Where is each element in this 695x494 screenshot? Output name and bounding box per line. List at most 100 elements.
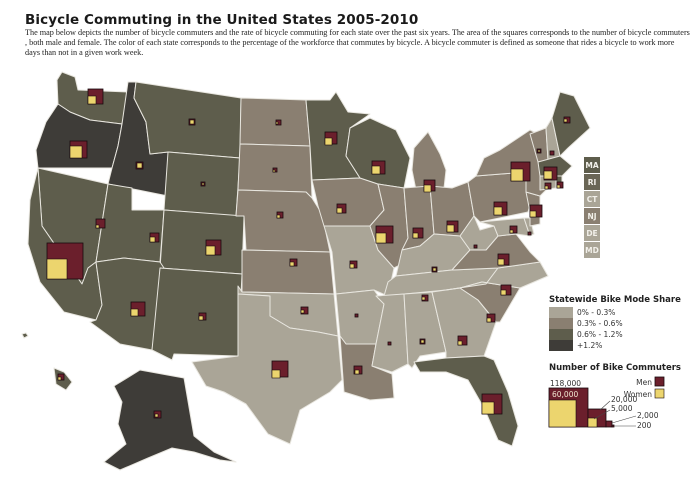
legend-bike-commuters: Number of Bike Commuters 118,000 60,000 … [548, 363, 681, 430]
legend-share-label-3: +1.2% [577, 341, 602, 350]
square-mn [324, 131, 338, 146]
square-ky [431, 266, 438, 273]
legend-men-swatch [654, 376, 665, 387]
square-sc [486, 313, 496, 323]
ne-label-md: MD [585, 246, 599, 255]
legend-value-60000: 60,000 [552, 390, 578, 399]
legend-value-200: 200 [637, 421, 652, 430]
state-mt [133, 81, 242, 159]
legend-square-200 [611, 424, 615, 428]
ne-box-ct [584, 191, 600, 207]
ne-box-de [584, 225, 600, 241]
state-fl [413, 355, 519, 447]
square-az [130, 301, 146, 317]
legend-value-118000: 118,000 [550, 379, 581, 388]
square-ut [149, 232, 160, 243]
square-id [135, 161, 144, 170]
square-tn [421, 294, 429, 302]
legend-women-swatch [654, 388, 665, 399]
state-ks [241, 249, 335, 295]
square-in [412, 227, 424, 239]
legend-square-5000 [587, 417, 598, 428]
square-mi [423, 179, 436, 193]
square-wy [200, 181, 206, 187]
square-fl [481, 393, 503, 415]
square-wa [87, 88, 104, 105]
square-nc [500, 284, 512, 296]
ne-box-ma [584, 157, 600, 173]
map-title: Bicycle Commuting in the United States 2… [25, 12, 419, 28]
square-va [497, 253, 510, 266]
square-nm [198, 312, 207, 321]
square-ca [46, 242, 84, 280]
square-co [205, 239, 222, 256]
legend-swatch-0 [549, 307, 573, 318]
legend-square-2000 [605, 420, 613, 428]
state-ut [95, 183, 165, 263]
square-il [375, 225, 394, 244]
legend-swatch-2 [549, 329, 573, 340]
legend-value-20000: 20,000 [611, 395, 637, 404]
state-ak [103, 369, 237, 471]
legend-square-60000 [548, 399, 577, 428]
legend-men-label: Men [636, 378, 652, 387]
square-vt [536, 148, 542, 154]
square-ri [556, 181, 564, 189]
square-ct [544, 182, 552, 190]
square-nh [549, 150, 555, 156]
ne-label-de: DE [586, 229, 597, 238]
square-ak [153, 410, 162, 419]
square-ms [387, 341, 392, 346]
square-al [419, 338, 426, 345]
square-ny [510, 161, 531, 182]
square-sd [272, 167, 278, 173]
state-de [523, 217, 535, 237]
ne-label-ct: CT [587, 195, 599, 204]
square-la [353, 365, 363, 375]
square-pa [493, 201, 508, 216]
square-de [527, 231, 532, 236]
square-tx [271, 360, 289, 379]
state-co [159, 209, 245, 275]
legend-swatch-1 [549, 318, 573, 329]
legend-swatch-3 [549, 340, 573, 351]
square-hi [57, 373, 65, 381]
state-ia [311, 177, 385, 227]
state-la [339, 335, 395, 401]
northeast-label-column: MA RI CT NJ DE MD [584, 157, 600, 258]
state-me [551, 91, 591, 157]
legend-share-title: Statewide Bike Mode Share [549, 295, 681, 305]
square-nd [275, 119, 282, 126]
map-description: The map below depicts the number of bicy… [25, 28, 690, 58]
square-ok [300, 306, 309, 315]
ne-box-md [584, 242, 600, 258]
square-or [69, 140, 88, 159]
ne-label-ri: RI [588, 178, 597, 187]
legend-share-label-1: 0.3% - 0.6% [577, 319, 623, 328]
square-mt [188, 118, 196, 126]
square-mo [349, 260, 358, 269]
square-nj [529, 204, 543, 218]
legend-value-5000: 5,000 [611, 404, 633, 413]
state-ar [335, 289, 385, 345]
square-ks [289, 258, 298, 267]
square-ne [276, 211, 284, 219]
square-nv [95, 218, 106, 229]
square-ar [354, 313, 359, 318]
square-ia [336, 203, 347, 214]
ne-label-nj: NJ [587, 212, 596, 221]
state-shapes [21, 71, 591, 471]
state-nm [151, 267, 243, 361]
state-nd [239, 97, 311, 147]
ne-box-nj [584, 208, 600, 224]
legend-women-label: Women [624, 390, 652, 399]
square-wi [371, 160, 386, 175]
state-hi-small [21, 332, 29, 339]
ne-box-ri [584, 174, 600, 190]
square-ma [543, 166, 558, 181]
legend-value-2000: 2,000 [637, 411, 659, 420]
legend-bike-mode-share: Statewide Bike Mode Share 0% - 0.3% 0.3%… [549, 295, 681, 351]
commuter-squares [46, 88, 571, 419]
square-oh [446, 220, 459, 233]
